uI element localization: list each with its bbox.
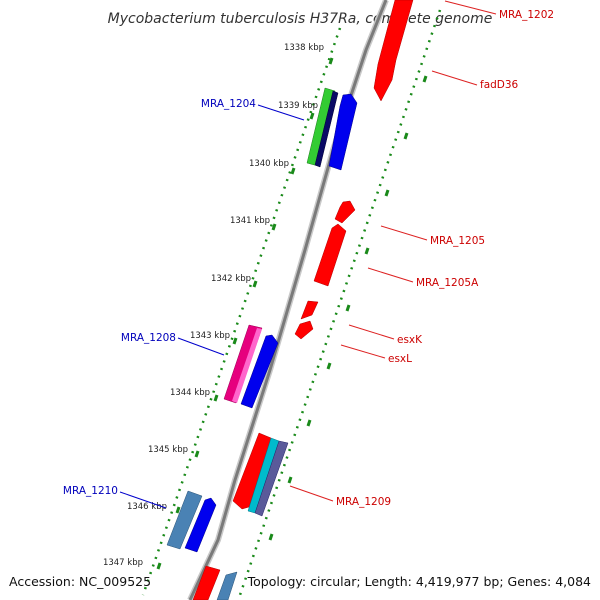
label-mra-1205[interactable]: MRA_1205 — [430, 235, 485, 247]
gene-esxl[interactable] — [294, 320, 314, 340]
ruler-label-1339: 1339 kbp — [278, 101, 318, 111]
leader-mra-1204 — [257, 104, 305, 121]
leader-mra-1205a — [367, 267, 414, 283]
ruler-label-1338: 1338 kbp — [284, 43, 324, 53]
label-mra-1208[interactable]: MRA_1208 — [121, 332, 176, 344]
accession-text: Accession: NC_009525 — [9, 574, 151, 589]
ruler-label-1346: 1346 kbp — [127, 502, 167, 512]
gene-bottom-steel[interactable] — [216, 571, 238, 600]
gene-mra-1204-blue[interactable] — [328, 93, 358, 171]
gene-mra-1205[interactable] — [313, 223, 347, 287]
leader-fadd36 — [431, 70, 478, 86]
label-mra-1210[interactable]: MRA_1210 — [63, 485, 118, 497]
gene-mra-1208-pink[interactable] — [232, 328, 262, 403]
label-esxk[interactable]: esxK — [397, 334, 423, 346]
topology-text: Topology: circular; Length: 4,419,977 bp… — [247, 574, 591, 589]
genome-backbone-core — [188, 0, 388, 600]
ruler-label-1345: 1345 kbp — [148, 445, 188, 455]
gene-mra-1209-navy[interactable] — [254, 440, 289, 517]
leader-esxl — [340, 344, 386, 359]
gene-fadd36[interactable] — [373, 0, 414, 102]
map-title: Mycobacterium tuberculosis H37Ra, comple… — [108, 11, 493, 27]
label-mra-1209[interactable]: MRA_1209 — [336, 496, 391, 508]
gene-mra-1209-red[interactable] — [232, 432, 272, 510]
gene-mra-1204-dark[interactable] — [314, 90, 339, 168]
gene-mra-1210-steel[interactable] — [166, 490, 203, 550]
label-mra-1202[interactable]: MRA_1202 — [499, 9, 554, 21]
leader-esxk — [348, 324, 395, 340]
ruler-label-1347: 1347 kbp — [103, 558, 143, 568]
leader-mra-1202 — [444, 0, 497, 15]
gene-mra-1208-blue[interactable] — [240, 334, 279, 409]
label-esxl[interactable]: esxL — [388, 353, 412, 365]
gene-mra-1210-blue[interactable] — [184, 497, 217, 553]
gene-esxk[interactable] — [300, 300, 319, 320]
gene-bottom-red[interactable] — [192, 565, 221, 600]
label-fadd36[interactable]: fadD36 — [480, 79, 519, 91]
ruler-label-1343: 1343 kbp — [190, 331, 230, 341]
genome-backbone — [187, 0, 389, 600]
leader-mra-1208 — [177, 337, 225, 356]
ruler-ticks — [156, 57, 428, 570]
label-mra-1204[interactable]: MRA_1204 — [201, 98, 256, 110]
gene-mra-1205-small[interactable] — [334, 200, 356, 224]
ruler-label-1341: 1341 kbp — [230, 216, 270, 226]
ruler-label-1344: 1344 kbp — [170, 388, 210, 398]
ruler-label-1342: 1342 kbp — [211, 274, 251, 284]
leader-mra-1210 — [119, 491, 167, 509]
ruler-label-1340: 1340 kbp — [249, 159, 289, 169]
leader-mra-1205 — [380, 225, 428, 241]
leader-mra-1209 — [289, 485, 334, 502]
label-mra-1205a[interactable]: MRA_1205A — [416, 277, 479, 289]
